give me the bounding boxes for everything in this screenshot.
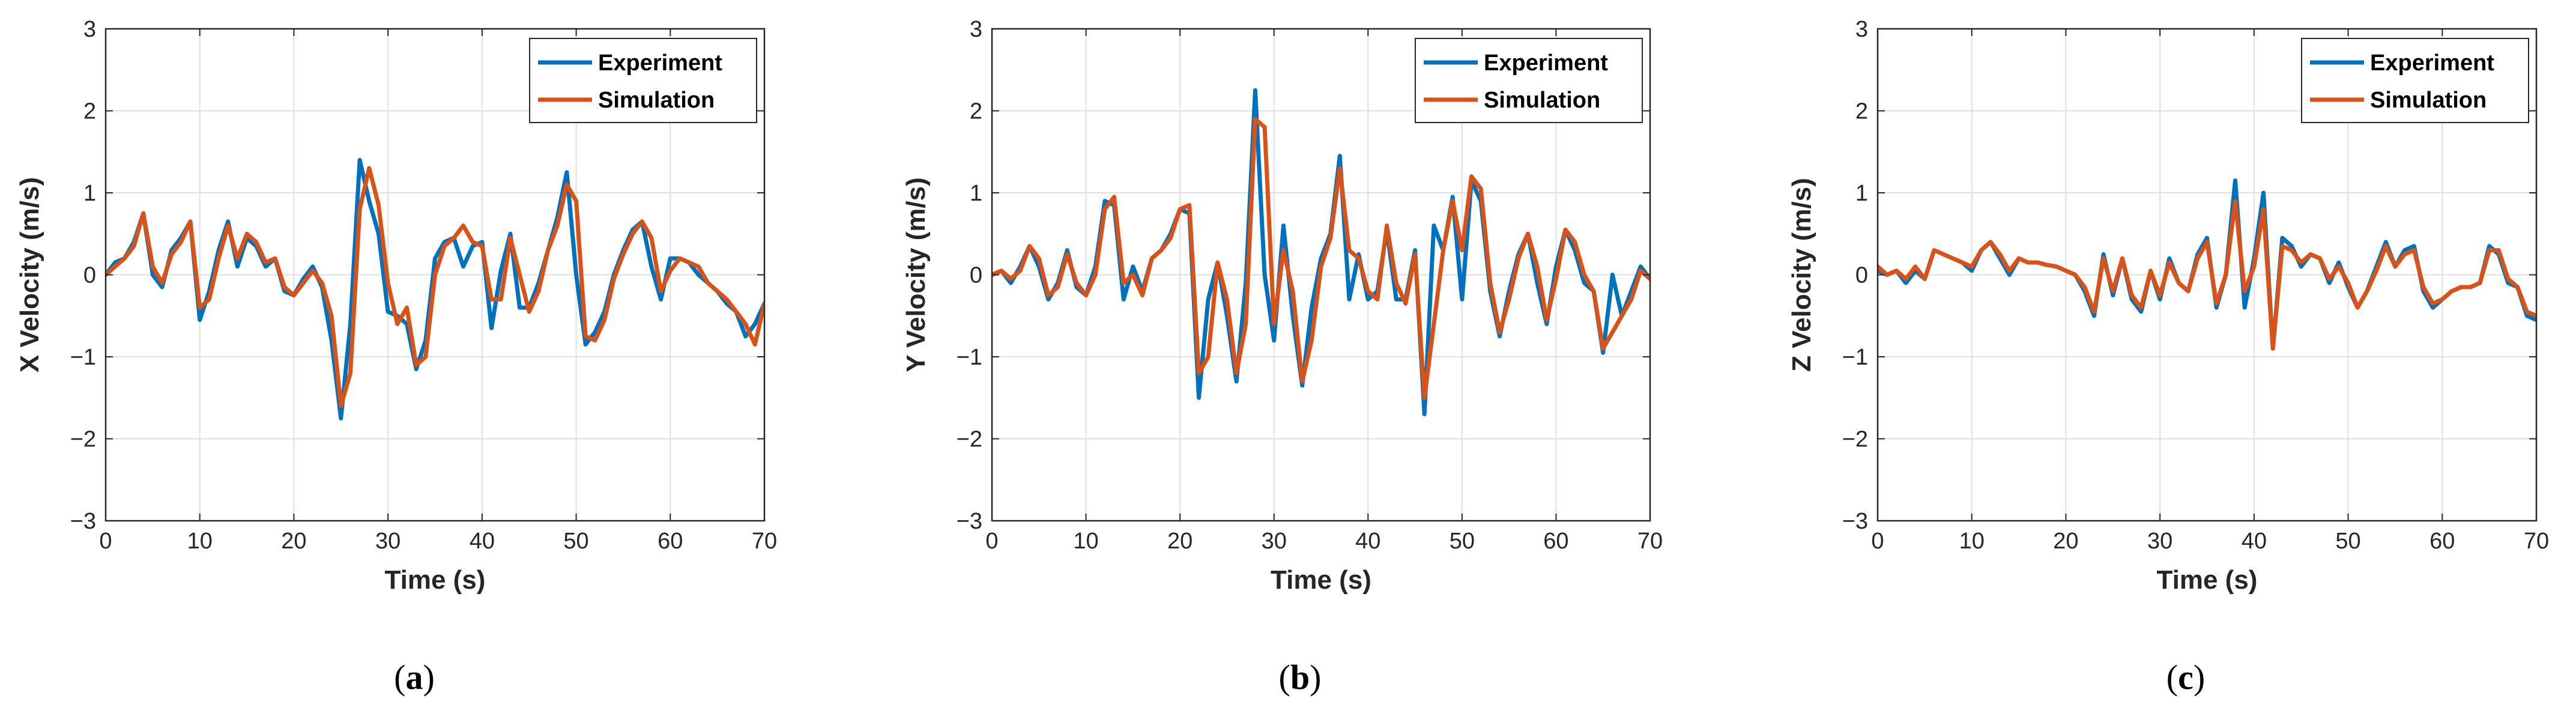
y-tick-label: −3 <box>957 509 982 534</box>
y-tick-label: −3 <box>70 509 96 534</box>
x-axis-label: Time (s) <box>1271 565 1371 595</box>
x-tick-label: 70 <box>2524 529 2549 554</box>
y-axis-label: Z Velocity (m/s) <box>1787 178 1816 372</box>
caption-close-paren: ) <box>2194 658 2205 697</box>
subfigure-caption: (c) <box>2166 658 2205 697</box>
y-tick-label: 2 <box>970 99 982 124</box>
y-tick-label: 2 <box>1855 99 1868 124</box>
x-tick-label: 20 <box>281 529 306 554</box>
legend-box <box>2301 38 2529 123</box>
y-tick-label: −2 <box>957 427 982 452</box>
legend: Experiment Simulation <box>1415 38 1643 123</box>
x-axis-label: Time (s) <box>2157 565 2258 595</box>
x-tick-label: 10 <box>1073 529 1098 554</box>
y-tick-label: 1 <box>970 181 982 206</box>
x-tick-label: 20 <box>2053 529 2078 554</box>
y-axis-label: X Velocity (m/s) <box>15 177 44 372</box>
y-tick-label: 3 <box>970 17 982 42</box>
y-tick-label: 1 <box>83 181 96 206</box>
y-tick-label: −1 <box>1842 345 1868 370</box>
chart-panel-a: 0 10 20 30 40 50 60 70 −3 −2 −1 0 1 2 3 Time (s) X Veloc… <box>15 17 777 697</box>
series-line-simulation <box>992 117 1650 400</box>
series-line-simulation <box>1878 199 2536 351</box>
subfigure-caption: (b) <box>1279 658 1322 697</box>
x-tick-label: 40 <box>2242 529 2267 554</box>
x-tick-label: 70 <box>1637 529 1663 554</box>
x-tick-label: 40 <box>1355 529 1380 554</box>
series-line-simulation <box>106 166 764 408</box>
legend-label-experiment: Experiment <box>2370 50 2494 76</box>
y-tick-label: −3 <box>1842 509 1868 534</box>
x-tick-label: 10 <box>1959 529 1985 554</box>
caption-open-paren: ( <box>1279 658 1290 697</box>
y-tick-label: 0 <box>1855 263 1868 288</box>
x-tick-label: 40 <box>470 529 495 554</box>
x-tick-label: 30 <box>375 529 401 554</box>
x-tick-label: 0 <box>985 529 998 554</box>
legend: Experiment Simulation <box>529 38 757 123</box>
x-tick-label: 0 <box>1871 529 1884 554</box>
legend-box <box>1415 38 1643 123</box>
legend: Experiment Simulation <box>2301 38 2529 123</box>
legend-label-experiment: Experiment <box>1484 50 1608 76</box>
caption-open-paren: ( <box>394 658 405 697</box>
y-tick-label: 3 <box>83 17 96 42</box>
caption-letter: b <box>1290 658 1310 697</box>
caption-letter: a <box>406 658 423 697</box>
x-tick-label: 60 <box>1543 529 1568 554</box>
caption-open-paren: ( <box>2166 658 2178 697</box>
y-tick-label: −1 <box>957 345 982 370</box>
y-tick-label: −1 <box>70 345 96 370</box>
caption-close-paren: ) <box>1310 658 1321 697</box>
y-tick-label: 3 <box>1855 17 1868 42</box>
legend-label-simulation: Simulation <box>598 88 715 113</box>
legend-label-experiment: Experiment <box>598 50 722 76</box>
y-axis-label: Y Velocity (m/s) <box>901 177 931 372</box>
legend-box <box>529 38 757 123</box>
x-axis-label: Time (s) <box>385 565 486 595</box>
x-tick-label: 30 <box>1262 529 1287 554</box>
caption-close-paren: ) <box>423 658 435 697</box>
chart-panel-b: 0 10 20 30 40 50 60 70 −3 −2 −1 0 1 2 3 Time (s) Y Veloc… <box>901 17 1663 697</box>
y-tick-label: −2 <box>1842 427 1868 452</box>
y-tick-label: 2 <box>83 99 96 124</box>
chart-panel-c: 0 10 20 30 40 50 60 70 −3 −2 −1 0 1 2 3 Time (s) Z Veloc… <box>1787 17 2549 697</box>
x-tick-label: 50 <box>563 529 588 554</box>
x-tick-label: 0 <box>99 529 112 554</box>
y-tick-label: 0 <box>970 263 982 288</box>
y-tick-label: −2 <box>70 427 96 452</box>
x-tick-label: 10 <box>187 529 213 554</box>
x-tick-label: 20 <box>1167 529 1193 554</box>
legend-label-simulation: Simulation <box>2370 88 2487 113</box>
legend-label-simulation: Simulation <box>1484 88 1600 113</box>
y-tick-label: 0 <box>83 263 96 288</box>
x-tick-label: 60 <box>658 529 683 554</box>
x-tick-label: 50 <box>1450 529 1475 554</box>
x-tick-label: 50 <box>2335 529 2360 554</box>
subfigure-caption: (a) <box>394 658 435 697</box>
x-tick-label: 30 <box>2147 529 2172 554</box>
x-tick-label: 60 <box>2429 529 2455 554</box>
x-tick-label: 70 <box>752 529 777 554</box>
caption-letter: c <box>2178 658 2194 697</box>
y-tick-label: 1 <box>1855 181 1868 206</box>
